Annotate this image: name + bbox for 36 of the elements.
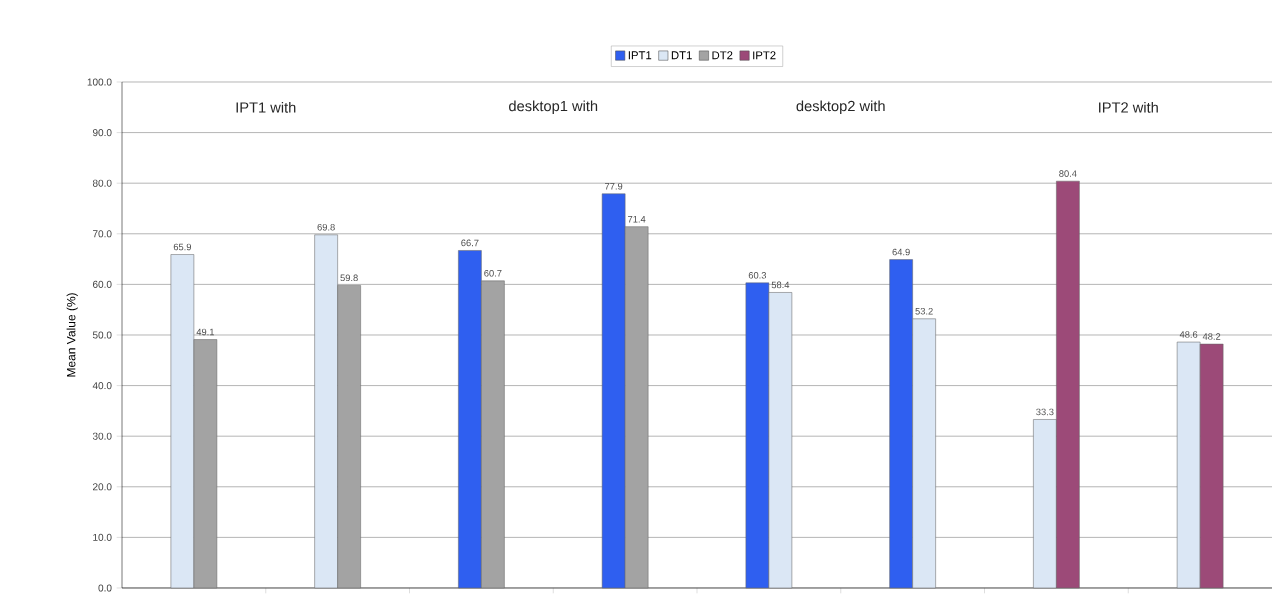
- legend-label: IPT2: [753, 51, 776, 60]
- legend-label: DT2: [712, 51, 733, 60]
- y-tick-label: 10.0: [93, 533, 112, 541]
- data-label: 33.3: [1036, 408, 1054, 416]
- data-label: 69.8: [317, 223, 335, 231]
- y-tick-label: 80.0: [92, 179, 112, 187]
- y-tick-label: 40.0: [92, 382, 112, 390]
- data-label: 80.4: [1059, 170, 1077, 177]
- data-label: 60.3: [748, 272, 767, 279]
- data-label: 71.4: [628, 216, 646, 223]
- data-label: 48.2: [1202, 333, 1221, 340]
- y-tick-label: 20.0: [93, 483, 112, 491]
- data-label: 64.9: [892, 248, 910, 256]
- data-label: 53.2: [915, 307, 933, 315]
- data-label: 65.9: [173, 243, 192, 251]
- data-label: 66.7: [461, 239, 479, 247]
- y-tick-label: 0.0: [98, 584, 112, 592]
- data-label: 59.8: [340, 274, 358, 282]
- data-label: 49.1: [196, 328, 214, 336]
- annotation: IPT2 with: [1099, 101, 1158, 113]
- data-label: 48.6: [1179, 331, 1198, 338]
- legend-label: IPT1: [628, 51, 652, 60]
- y-tick-label: 60.0: [93, 280, 112, 288]
- data-label: 60.7: [484, 269, 502, 277]
- legend-label: DT1: [671, 51, 692, 60]
- data-label: 77.9: [605, 182, 623, 190]
- y-tick-label: 70.0: [93, 230, 112, 238]
- annotation: desktop1 with: [509, 100, 598, 115]
- y-tick-label: 100.0: [87, 78, 112, 86]
- annotation: IPT1 with: [236, 101, 296, 113]
- y-axis-title: Mean Value (%): [66, 293, 78, 377]
- data-label: 58.4: [771, 281, 790, 289]
- y-tick-label: 30.0: [92, 432, 112, 440]
- y-tick-label: 90.0: [92, 129, 112, 137]
- y-tick-label: 50.0: [92, 331, 112, 339]
- annotation: desktop2 with: [796, 100, 885, 115]
